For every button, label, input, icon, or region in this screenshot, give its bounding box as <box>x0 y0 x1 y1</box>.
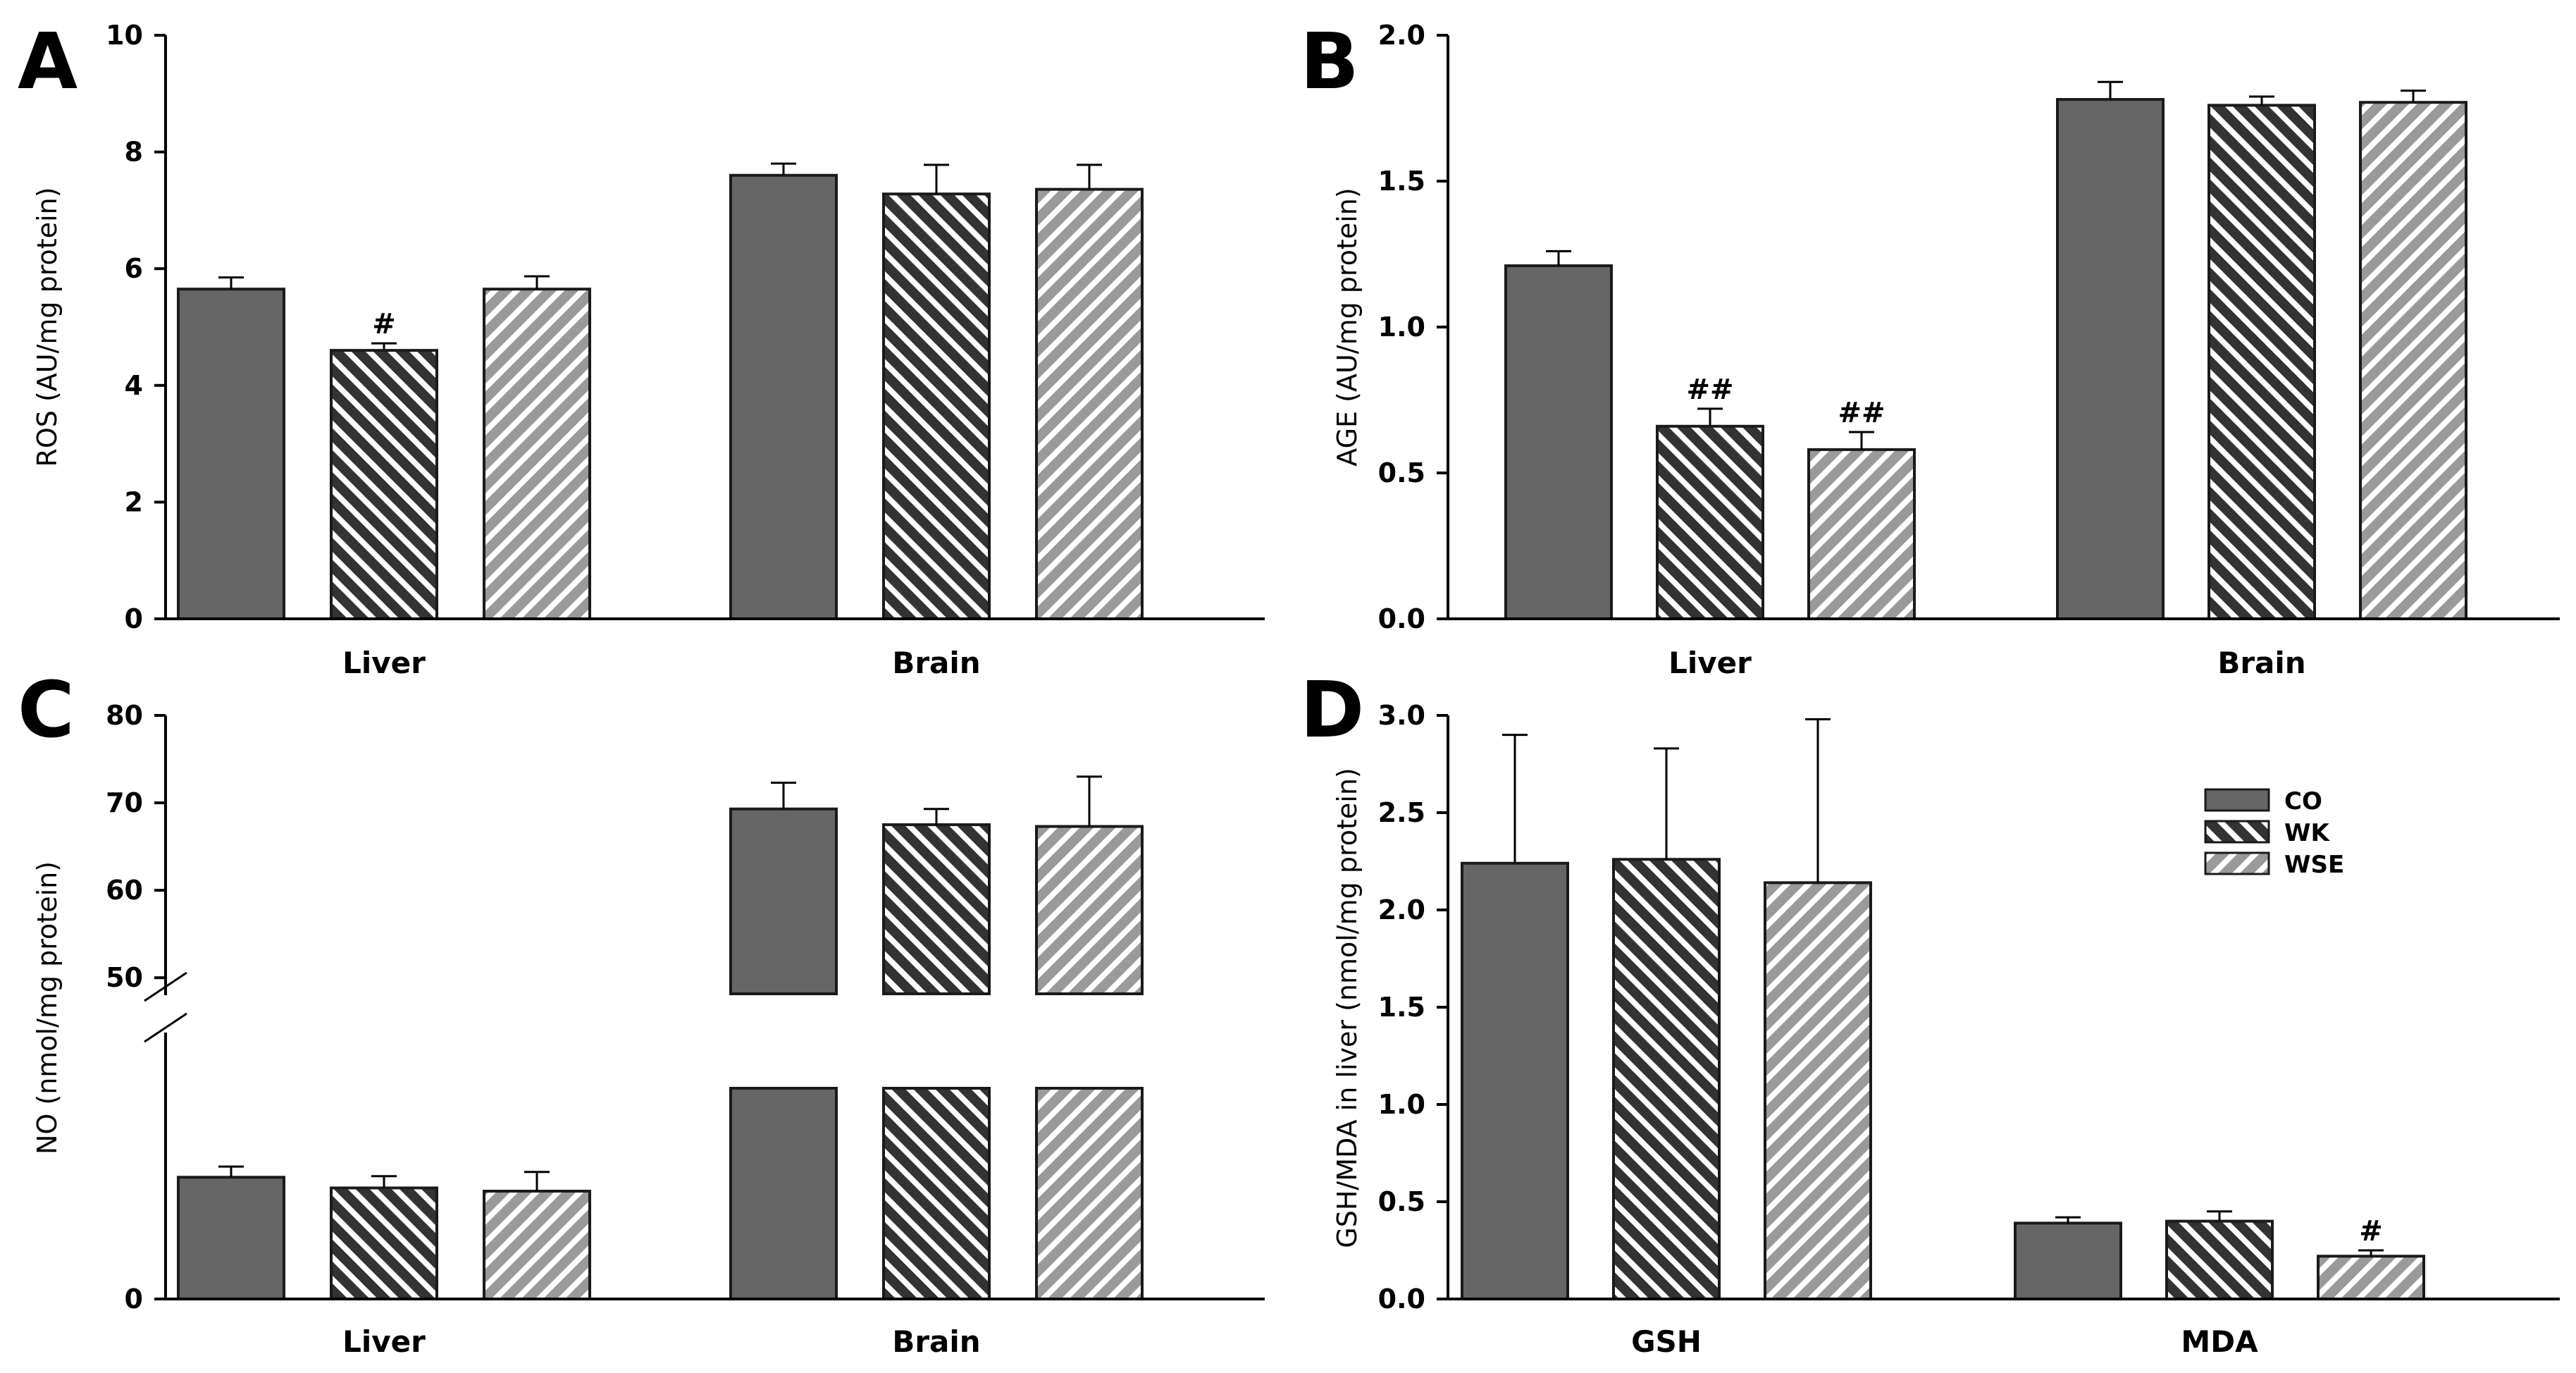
y-tick-label: 0.5 <box>1378 1186 1425 1217</box>
y-axis-title: GSH/MDA in liver (nmol/mg protein) <box>1332 768 1363 1248</box>
y-tick-label: 10 <box>106 20 143 51</box>
bar-wk-1-lower <box>882 1087 991 1300</box>
y-axis-title: ROS (AU/mg protein) <box>32 187 63 467</box>
y-tick-label: 0.0 <box>1378 1283 1425 1314</box>
panel-letter: B <box>1300 16 1359 106</box>
x-category-label: GSH <box>1631 1324 1702 1359</box>
y-tick-label: 50 <box>106 962 143 993</box>
bar-co-0 <box>1504 264 1613 620</box>
y-tick-label: 80 <box>106 700 143 731</box>
bar-wse-1 <box>1035 187 1144 621</box>
bar-wk-0 <box>1612 858 1721 1300</box>
y-tick-label: 8 <box>125 137 143 168</box>
y-tick-label: 0 <box>125 603 143 634</box>
axis-break-mark <box>144 1012 187 1043</box>
y-tick-label: 1.0 <box>1378 312 1425 343</box>
bar-co-0 <box>177 288 285 620</box>
legend: CO WK WSE <box>2204 787 2344 879</box>
bar-wse-1 <box>1035 825 1144 995</box>
bar-wk-1 <box>882 823 991 995</box>
y-tick-label: 1.5 <box>1378 166 1425 197</box>
bar-wk-0 <box>330 349 438 620</box>
bar-wse-0 <box>483 288 591 620</box>
x-category-label: Brain <box>892 646 980 680</box>
bar-co-0 <box>1461 861 1569 1300</box>
legend-swatch-wse <box>2204 851 2270 875</box>
significance-label: ## <box>1686 374 1733 406</box>
y-tick-label: 1.5 <box>1378 992 1425 1023</box>
bar-wk-0 <box>1656 424 1764 620</box>
panel-letter: A <box>18 16 78 106</box>
x-category-label: MDA <box>2181 1324 2258 1359</box>
legend-swatch-wk <box>2204 820 2270 844</box>
y-tick-label: 2.0 <box>1378 20 1425 51</box>
y-tick-label: 2 <box>125 486 143 517</box>
bar-wk-1 <box>2207 104 2316 621</box>
y-tick-label: 60 <box>106 875 143 906</box>
y-tick-label: 2.5 <box>1378 797 1425 828</box>
significance-label: # <box>2359 1215 2383 1248</box>
y-tick-label: 0.0 <box>1378 603 1425 634</box>
y-tick-label: 1.0 <box>1378 1089 1425 1120</box>
y-tick-label: 3.0 <box>1378 700 1425 731</box>
bar-co-1 <box>729 807 838 995</box>
x-category-label: Liver <box>342 1324 426 1359</box>
y-axis-title: AGE (AU/mg protein) <box>1332 187 1363 466</box>
significance-label: # <box>372 308 396 340</box>
bar-wk-1 <box>2165 1219 2274 1300</box>
y-tick-label: 2.0 <box>1378 894 1425 925</box>
legend-label-wse: WSE <box>2284 851 2344 879</box>
bar-co-0 <box>177 1176 285 1301</box>
legend-label-co: CO <box>2284 787 2322 815</box>
y-axis-title: NO (nmol/mg protein) <box>32 861 63 1155</box>
legend-swatch-co <box>2204 788 2270 812</box>
bar-co-1 <box>2014 1221 2122 1300</box>
panel-a: #0 2 4 6 8 10 Liver Brain ROS (AU/mg protein) A <box>18 16 1265 680</box>
panel-letter: C <box>18 665 75 755</box>
bar-wk-0 <box>330 1186 438 1300</box>
legend-label-wk: WK <box>2284 819 2331 847</box>
bar-wse-0 <box>1764 881 1872 1300</box>
x-category-label: Liver <box>342 646 426 680</box>
bar-wse-1-lower <box>1035 1087 1144 1300</box>
bar-wse-1 <box>2317 1255 2425 1301</box>
bar-co-1 <box>2056 98 2165 620</box>
y-tick-label: 4 <box>125 370 143 401</box>
bar-co-1 <box>729 173 838 621</box>
x-category-label: Brain <box>892 1324 980 1359</box>
y-tick-label: 0.5 <box>1378 457 1425 488</box>
significance-label: ## <box>1838 397 1885 429</box>
bar-co-1-lower <box>729 1087 838 1300</box>
x-category-label: Liver <box>1668 646 1752 680</box>
bar-wse-0 <box>483 1189 591 1300</box>
x-category-label: Brain <box>2217 646 2305 680</box>
y-tick-label: 70 <box>106 787 143 818</box>
bar-wse-0 <box>1807 448 1916 620</box>
bar-wse-1 <box>2359 101 2467 621</box>
axis-break-mark <box>144 971 187 1002</box>
bar-wk-1 <box>882 192 991 620</box>
y-tick-label: 6 <box>125 253 143 284</box>
panel-d: #0.0 0.5 1.0 1.5 2.0 2.5 3.0 GSH MDA GSH/MDA in l… <box>1300 665 2560 1359</box>
panel-b: ## ## 0.0 0.5 1.0 1.5 2.0 Liver Brain AGE (AU/mg … <box>1300 16 2560 680</box>
panel-letter: D <box>1300 665 1364 755</box>
y-tick-label: 0 <box>125 1283 143 1314</box>
panel-c: 0 50 60 70 80 Liver Brain NO (nmol/mg protein) C <box>18 665 1265 1359</box>
